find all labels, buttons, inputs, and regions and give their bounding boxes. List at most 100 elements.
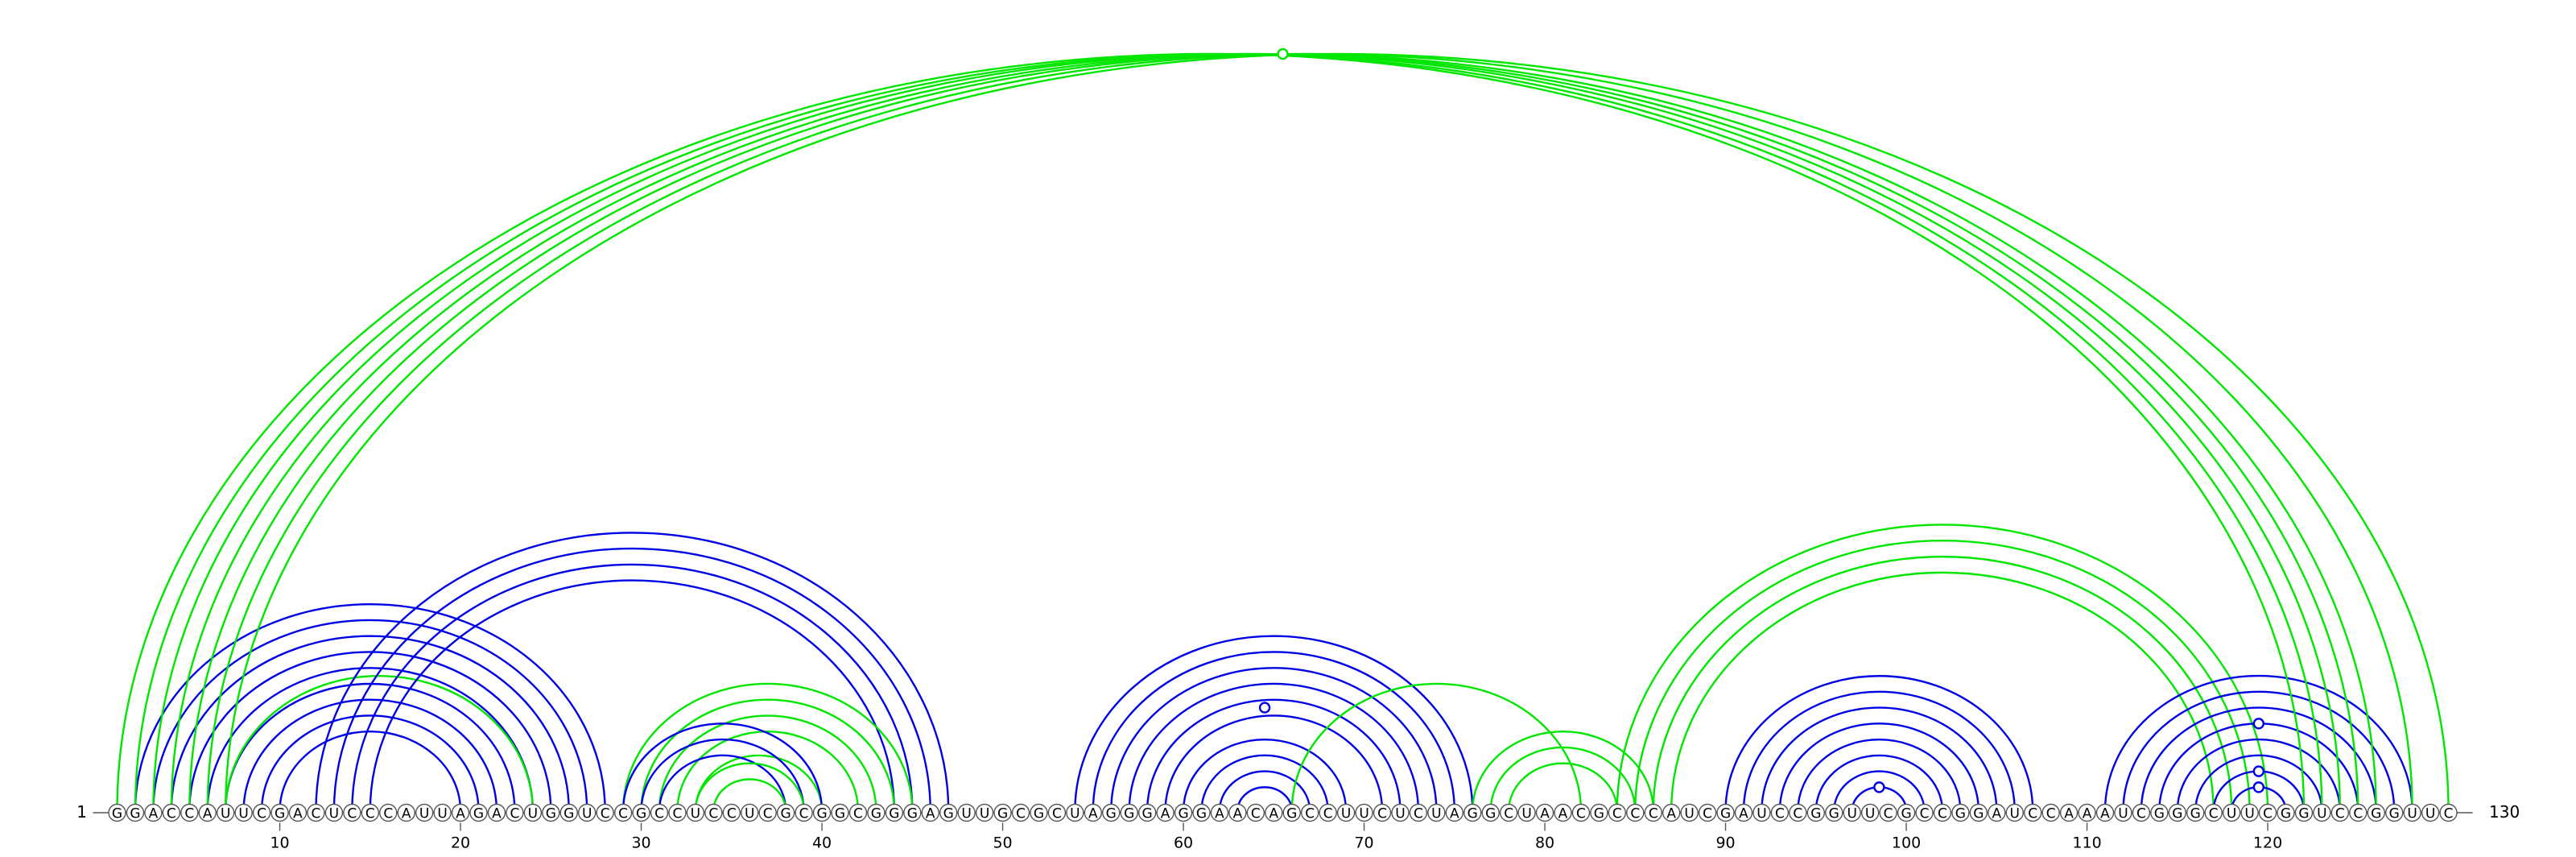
nucleotide-circle: [1336, 803, 1356, 822]
nucleotide: G: [776, 803, 795, 822]
nucleotide: G: [1951, 803, 1970, 822]
arc-blue-15-44: [369, 579, 896, 812]
nucleotide: C: [1373, 803, 1392, 822]
nucleotide-letter: C: [1016, 806, 1026, 822]
nucleotide-circle: [957, 803, 976, 822]
nucleotide: U: [741, 803, 759, 822]
nucleotide: U: [2222, 803, 2241, 822]
nucleotide-circle: [2349, 803, 2368, 822]
nucleotide-circle: [831, 803, 849, 822]
nucleotide: C: [361, 803, 379, 822]
arc-blue-115-124: [2176, 738, 2342, 812]
nucleotide: C: [650, 803, 669, 822]
arc-blue-113-126: [2140, 706, 2377, 812]
nucleotide-letter: A: [1992, 806, 2001, 822]
arc-blue-56-74: [1110, 666, 1438, 812]
arc-green-77-85: [1489, 746, 1637, 812]
nucleotide-letter: A: [926, 806, 935, 822]
nucleotide-letter: C: [1305, 806, 1315, 822]
arc-green-66-82: [1290, 682, 1583, 812]
nucleotide-letter: A: [1161, 806, 1170, 822]
nucleotide: C: [2132, 803, 2151, 822]
nucleotide: C: [758, 803, 777, 822]
nucleotide: G: [2384, 803, 2404, 822]
nucleotide-circle: [903, 803, 922, 822]
arc-blue-12-47: [315, 532, 950, 812]
nucleotide: C: [1499, 803, 1518, 822]
nucleotide: G: [885, 803, 904, 822]
nucleotide-letter: G: [889, 806, 899, 822]
nucleotide-circle: [2330, 803, 2350, 822]
nucleotide-letter: U: [2010, 806, 2020, 822]
nucleotide-circle: [2258, 803, 2277, 822]
arc-blue-94-103: [1797, 738, 1962, 812]
nucleotide-letter: G: [1034, 806, 1044, 822]
nucleotide-circle: [487, 803, 506, 822]
nucleotide: C: [307, 803, 325, 822]
nucleotide: A: [1445, 803, 1464, 822]
nucleotide-circle: [1373, 803, 1392, 822]
nucleotide-circle: [1554, 803, 1572, 822]
nucleotide-circle: [1662, 803, 1681, 822]
nucleotide: G: [108, 803, 126, 822]
nucleotide-circle: [2421, 803, 2440, 822]
arc-blue-9-21: [260, 714, 480, 812]
nucleotide-circle: [2078, 803, 2096, 822]
nucleotide-letter: G: [130, 806, 140, 822]
nucleotide-letter: U: [745, 806, 754, 822]
nucleotide: G: [993, 803, 1012, 822]
nucleotide-letter: A: [1739, 806, 1748, 822]
nucleotide-letter: C: [2353, 806, 2363, 822]
nucleotide-letter: G: [1106, 806, 1117, 822]
nucleotide: A: [1734, 803, 1753, 822]
arc-blue-61-68: [1200, 754, 1329, 812]
nucleotide-circle: [1192, 803, 1211, 822]
arc-blue-30-39: [640, 738, 805, 812]
nucleotide: G: [559, 803, 578, 822]
nucleotide: C: [1644, 803, 1662, 822]
nucleotide-circle: [1319, 803, 1337, 822]
nucleotide: G: [126, 803, 145, 822]
nucleotide: G: [1030, 803, 1048, 822]
nucleotide-circle: [1409, 803, 1428, 822]
arc-blue-10-20: [279, 731, 462, 812]
nucleotide: G: [1102, 803, 1121, 822]
arc-green-34-38: [712, 778, 787, 812]
arc-green-29-45: [621, 682, 914, 812]
nucleotide: A: [1084, 803, 1103, 822]
arc-green-4-125: [170, 52, 2359, 812]
nucleotide-circle: [361, 803, 379, 822]
nucleotide-circle: [506, 803, 524, 822]
tick-label: 100: [1892, 834, 1921, 852]
nucleotide: C: [668, 803, 687, 822]
nucleotide: G: [1969, 803, 1988, 822]
nucleotide-letter: C: [654, 806, 664, 822]
nucleotide: C: [1933, 803, 1952, 822]
nucleotide-letter: A: [1450, 806, 1459, 822]
arc-blue-90-107: [1724, 674, 2034, 812]
nucleotide-letter: A: [1540, 806, 1550, 822]
nucleotide-letter: C: [1052, 806, 1062, 822]
nucleotide: A: [397, 803, 415, 822]
arc-blue-57-73: [1128, 682, 1420, 812]
nucleotide-circle: [2222, 803, 2241, 822]
tick-label: 10: [270, 834, 289, 852]
nucleotide: C: [1626, 803, 1645, 822]
nucleotide-circle: [1770, 803, 1790, 822]
nucleotide-circle: [1463, 803, 1482, 822]
nucleotide-letter: A: [456, 806, 465, 822]
nucleotide-letter: A: [149, 806, 159, 822]
nucleotide: C: [1011, 803, 1030, 822]
nucleotide-letter: A: [492, 806, 502, 822]
nucleotide-circle: [795, 803, 813, 822]
nucleotide-circle: [1228, 803, 1247, 822]
nucleotide-letter: A: [1558, 806, 1568, 822]
arc-blue-111-128: [2103, 674, 2413, 812]
nucleotide-letter: A: [1233, 806, 1243, 822]
nucleotide-letter: A: [2100, 806, 2110, 822]
nucleotide-letter: A: [2064, 806, 2074, 822]
nucleotide: A: [451, 803, 470, 822]
nucleotide-circle: [1174, 803, 1193, 822]
nucleotide-circle: [2313, 803, 2331, 822]
nucleotide-letter: G: [835, 806, 845, 822]
